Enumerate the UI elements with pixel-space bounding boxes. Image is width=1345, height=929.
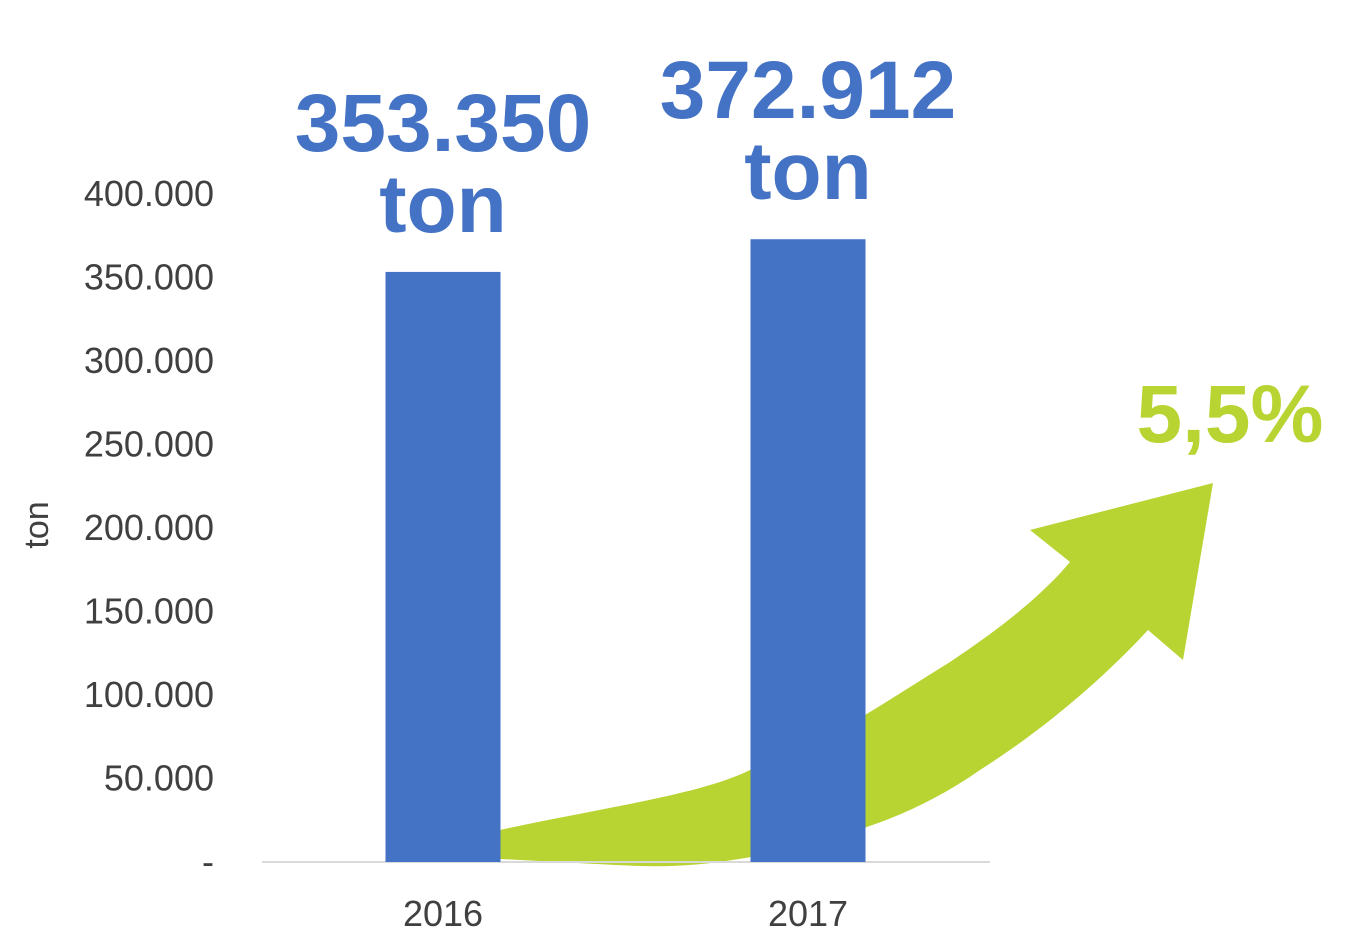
- data-label-unit: ton: [744, 126, 871, 217]
- y-tick-label: 250.000: [84, 424, 214, 465]
- data-label-value: 353.350: [295, 78, 591, 169]
- y-tick-label: 350.000: [84, 257, 214, 298]
- y-tick-label: -: [202, 841, 214, 882]
- y-tick-label: 100.000: [84, 674, 214, 715]
- y-axis-title: ton: [18, 501, 56, 548]
- y-tick-label: 50.000: [104, 758, 214, 799]
- bars: [385, 239, 866, 863]
- x-tick-label: 2017: [768, 893, 848, 929]
- x-tick-label: 2016: [403, 893, 483, 929]
- growth-percent-label: 5,5%: [1137, 369, 1324, 460]
- y-tick-label: 200.000: [84, 507, 214, 548]
- y-tick-label: 300.000: [84, 340, 214, 381]
- data-label-value: 372.912: [660, 45, 956, 136]
- y-tick-label: 150.000: [84, 591, 214, 632]
- x-axis-ticks: 2016 2017: [403, 893, 848, 929]
- y-tick-label: 400.000: [84, 173, 214, 214]
- y-axis-ticks: - 50.000 100.000 150.000 200.000 250.000 300.0…: [84, 173, 214, 882]
- bar-2016: [385, 271, 501, 862]
- bar-2017: [750, 239, 866, 863]
- data-label-unit: ton: [379, 159, 506, 250]
